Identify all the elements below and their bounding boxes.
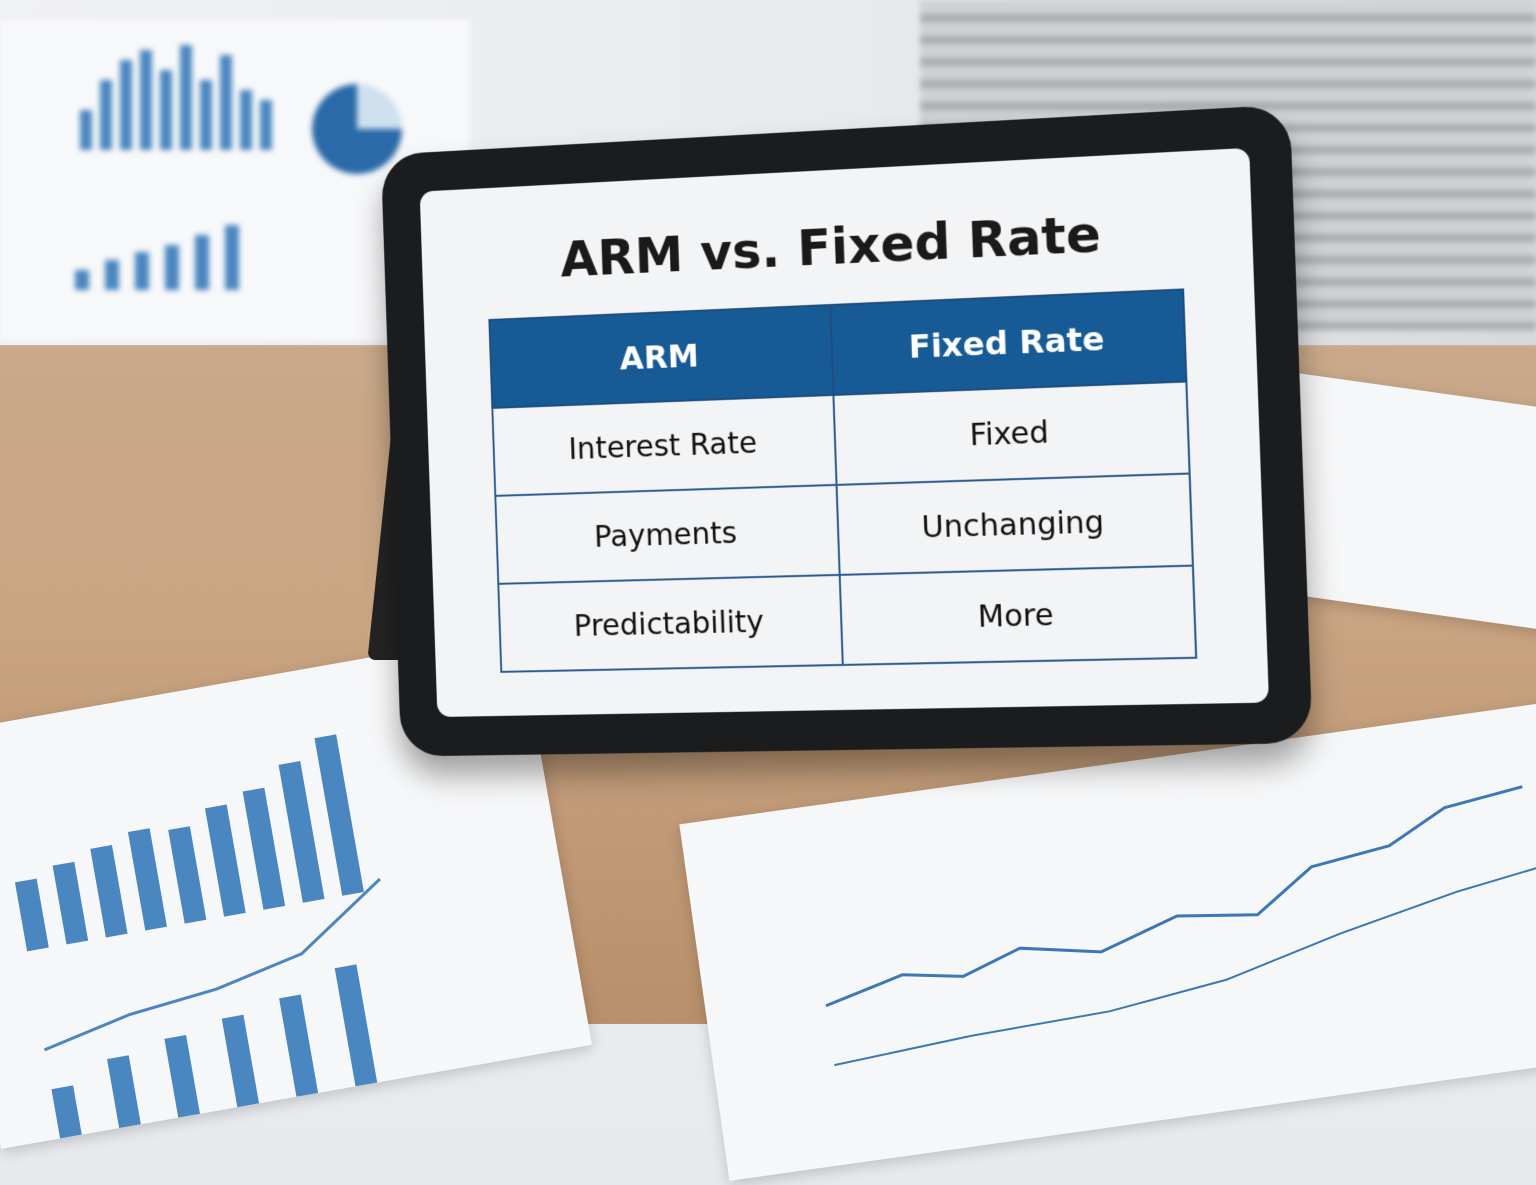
- comparison-table: ARM Fixed Rate Interest Rate Fixed Payme…: [488, 288, 1197, 672]
- blurred-pie-chart: [312, 84, 402, 174]
- table-cell: Fixed: [833, 381, 1190, 485]
- slide-title: ARM vs. Fixed Rate: [559, 204, 1102, 289]
- header-arm: ARM: [488, 305, 834, 408]
- blurred-bar-chart-2: [75, 220, 255, 290]
- table-cell: Payments: [494, 484, 840, 584]
- tablet: ARM vs. Fixed Rate ARM Fixed Rate Intere…: [380, 104, 1313, 757]
- header-fixed-rate: Fixed Rate: [830, 289, 1186, 395]
- table-cell: Interest Rate: [491, 394, 837, 496]
- table-cell: More: [839, 565, 1196, 665]
- table-cell: Unchanging: [836, 473, 1193, 575]
- blurred-bar-chart: [80, 40, 280, 150]
- table-cell: Predictability: [497, 574, 843, 672]
- paper-line-graphic: [825, 785, 1536, 1067]
- paper-line-chart: [679, 699, 1536, 1181]
- tablet-screen: ARM vs. Fixed Rate ARM Fixed Rate Intere…: [419, 147, 1269, 718]
- table-row: Predictability More: [497, 565, 1196, 672]
